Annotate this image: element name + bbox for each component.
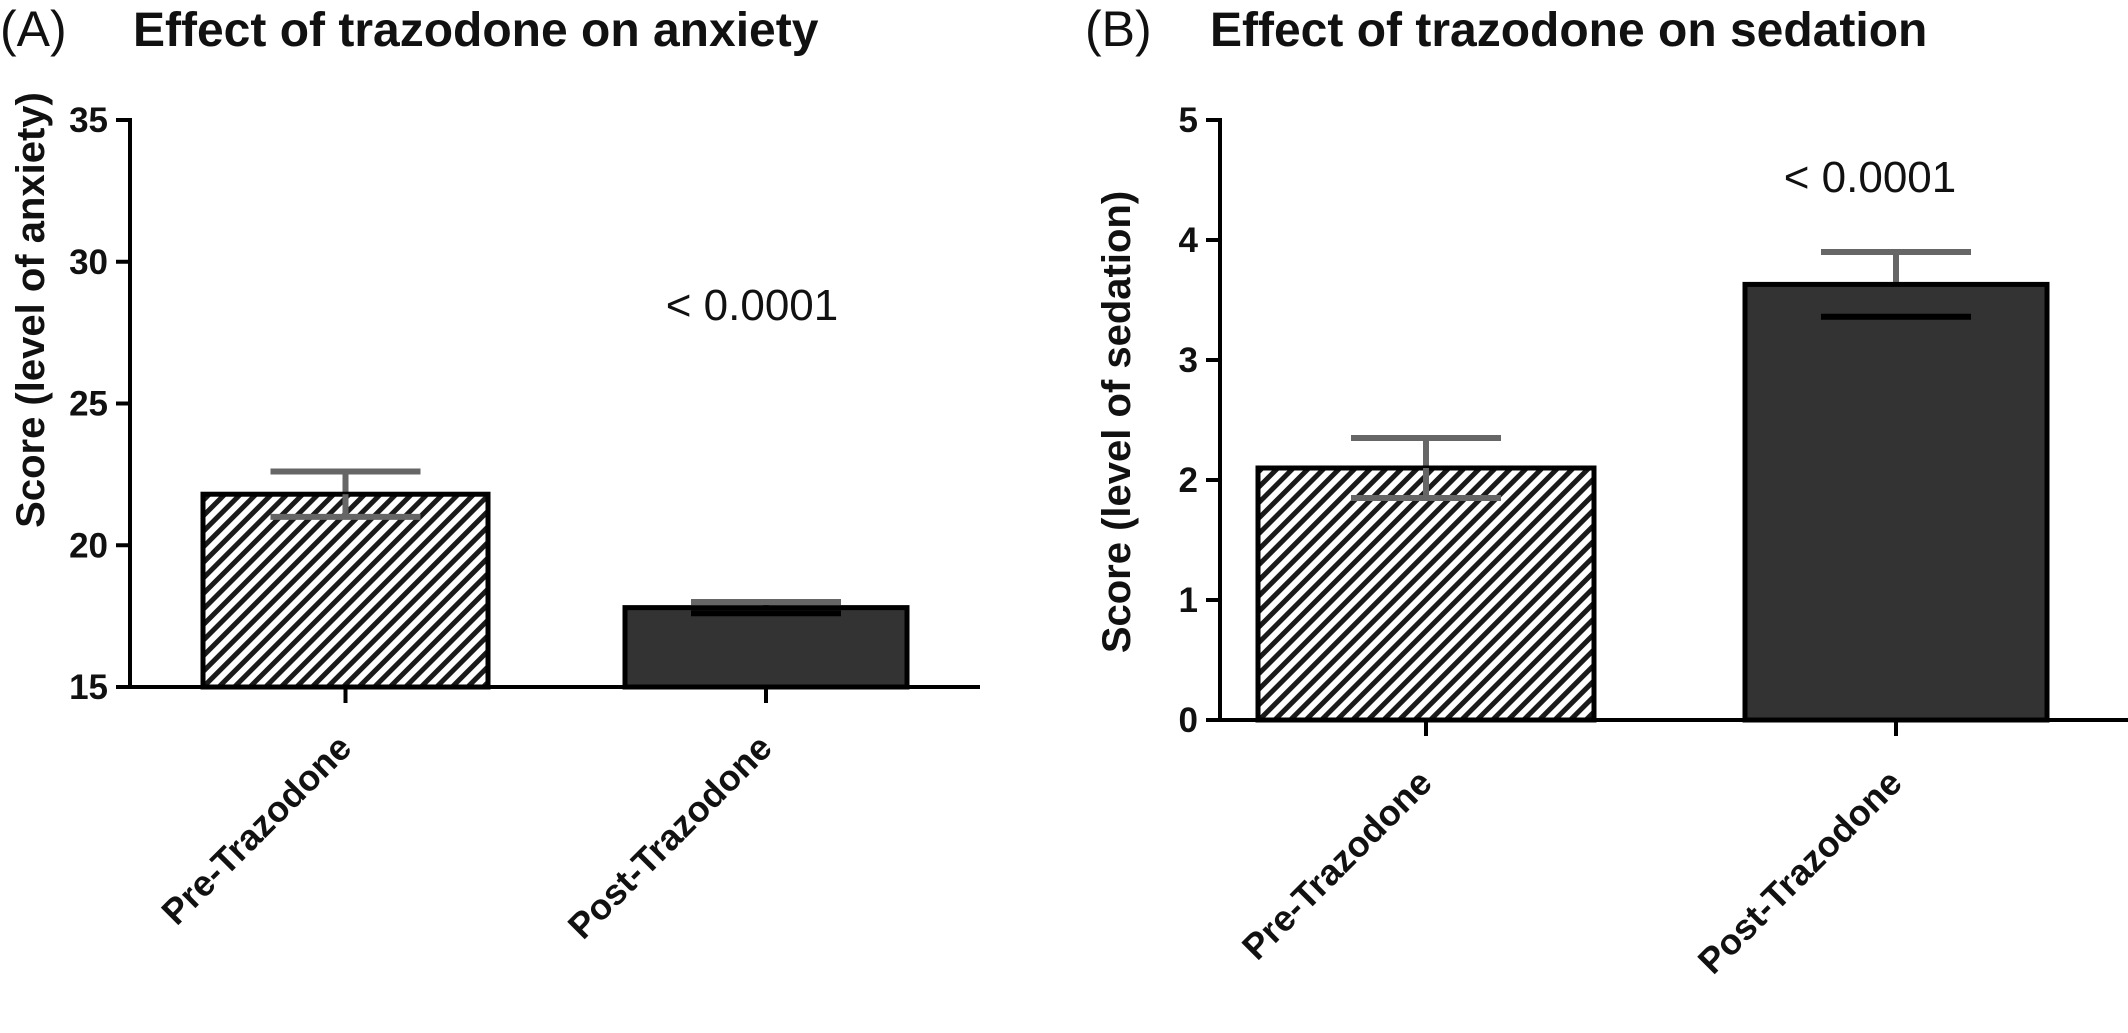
panel-a-category-label: Post-Trazodone [560, 727, 780, 947]
panel-b-y-axis-label: Score (level of sedation) [1095, 191, 1139, 653]
panel-a-bar-1 [200, 491, 491, 690]
panel-b-bar-1 [1255, 465, 1597, 723]
panel-a-category-label: Pre-Trazodone [153, 727, 359, 933]
panel-a-y-tick-label: 15 [69, 668, 108, 707]
panel-a-y-axis-label: Score (level of anxiety) [9, 92, 53, 528]
panel-b-category-label: Post-Trazodone [1690, 762, 1910, 982]
panel-a-label: (A) [0, 1, 67, 57]
panel-a-y-tick-label: 20 [69, 526, 108, 565]
panel-a-y-tick-label: 25 [69, 385, 108, 424]
panel-a: (A) Effect of trazodone on anxiety Score… [0, 1, 980, 947]
panel-b: (B) Effect of trazodone on sedation Scor… [1085, 1, 2128, 982]
panel-b-category-label: Pre-Trazodone [1234, 762, 1440, 968]
panel-b-title: Effect of trazodone on sedation [1210, 4, 1927, 57]
panel-b-y-tick-label: 4 [1179, 221, 1199, 260]
panel-b-bar-2 [1742, 281, 2050, 723]
panel-b-p-value: < 0.0001 [1784, 153, 1957, 202]
panel-a-bar-2 [622, 605, 910, 690]
panel-b-y-tick-label: 1 [1179, 581, 1198, 620]
panel-a-y-tick-label: 30 [69, 243, 108, 282]
panel-a-p-value: < 0.0001 [666, 281, 839, 330]
panel-a-y-tick-label: 35 [69, 101, 108, 140]
panel-a-plot: 15 20 25 30 35 Pre-Trazodone Post-Trazodone [69, 101, 980, 947]
panel-b-y-tick-label: 0 [1179, 701, 1198, 740]
panel-b-y-tick-label: 5 [1179, 101, 1198, 140]
panel-a-title: Effect of trazodone on anxiety [133, 4, 819, 57]
panel-b-y-tick-label: 2 [1179, 461, 1198, 500]
panel-b-y-tick-label: 3 [1179, 341, 1198, 380]
panel-b-label: (B) [1085, 1, 1152, 57]
panel-b-plot: 0 1 2 3 4 5 Pre-Trazodone Post-Trazodone [1179, 101, 2128, 982]
